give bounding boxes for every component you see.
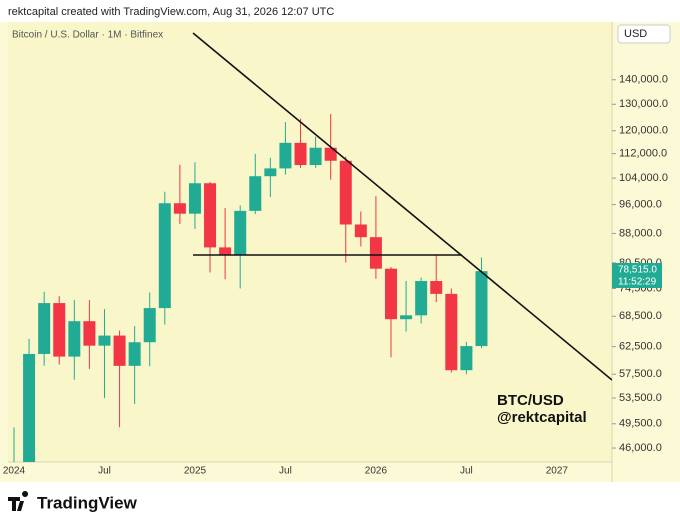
x-tick-label: 2027	[546, 466, 569, 477]
candle-body	[430, 281, 443, 294]
x-tick-label: Jul	[279, 466, 292, 477]
candle-body	[339, 160, 352, 225]
countdown: 11:52:29	[618, 277, 657, 288]
y-tick-label: 104,000.0	[619, 172, 668, 184]
candle-body	[415, 281, 428, 316]
candle-body	[309, 147, 322, 166]
x-tick-label: 2026	[365, 466, 388, 477]
last-price: 78,515.0	[618, 265, 657, 276]
y-tick-label: 112,000.0	[619, 148, 667, 160]
candle-body	[83, 321, 96, 346]
candle-body	[98, 335, 111, 346]
y-tick-label: 46,000.0	[619, 442, 662, 454]
candle-body	[158, 203, 171, 309]
x-tick-label: 2025	[184, 466, 207, 477]
candle-body	[264, 168, 277, 177]
currency: USD	[624, 28, 647, 40]
candle-body	[354, 224, 367, 238]
candle-body	[475, 271, 488, 347]
plot-background	[8, 22, 612, 462]
header: rektcapital created with TradingView.com…	[8, 6, 334, 18]
candle-body	[68, 321, 81, 357]
annotation: @rektcapital	[497, 409, 587, 426]
candle-body	[234, 210, 247, 255]
x-tick-label: Jul	[460, 466, 473, 477]
y-tick-label: 96,000.0	[619, 199, 662, 211]
candle-body	[445, 293, 458, 371]
candle-body	[294, 142, 307, 166]
y-tick-label: 88,000.0	[619, 227, 662, 239]
y-tick-label: 140,000.0	[619, 74, 668, 86]
annotation: BTC/USD	[497, 392, 564, 409]
candle-body	[400, 315, 413, 320]
candle-body	[385, 268, 397, 320]
candle-body	[23, 353, 36, 462]
candle-body	[369, 237, 382, 269]
candle-body	[219, 247, 232, 255]
x-tick-label: 2024	[3, 466, 26, 477]
y-tick-label: 120,000.0	[619, 125, 668, 137]
candle-body	[249, 176, 262, 211]
x-tick-label: Jul	[98, 466, 111, 477]
candle-body	[143, 308, 156, 343]
y-tick-label: 62,500.0	[619, 341, 662, 353]
brand-logo	[8, 491, 29, 511]
currency-box[interactable]	[617, 24, 671, 44]
candle-body	[173, 203, 186, 214]
y-tick-label: 57,500.0	[619, 368, 662, 380]
brand: TradingView	[37, 493, 138, 512]
y-tick-label: 68,500.0	[619, 310, 662, 322]
candle-body	[38, 303, 51, 354]
candle-body	[53, 303, 66, 357]
candle-body	[324, 147, 337, 161]
candle-body	[113, 335, 126, 366]
y-tick-label: 53,500.0	[619, 392, 662, 404]
chart-title: Bitcoin / U.S. Dollar · 1M · Bitfinex	[12, 30, 163, 41]
candle-body	[128, 342, 141, 366]
y-tick-label: 49,500.0	[619, 418, 662, 430]
trend-line	[192, 32, 612, 381]
candle-body	[204, 183, 217, 248]
price-box	[612, 263, 662, 288]
candle-body	[279, 142, 292, 169]
y-tick-label: 130,000.0	[619, 98, 668, 110]
candle-body	[188, 183, 201, 214]
candle-body	[460, 346, 473, 371]
